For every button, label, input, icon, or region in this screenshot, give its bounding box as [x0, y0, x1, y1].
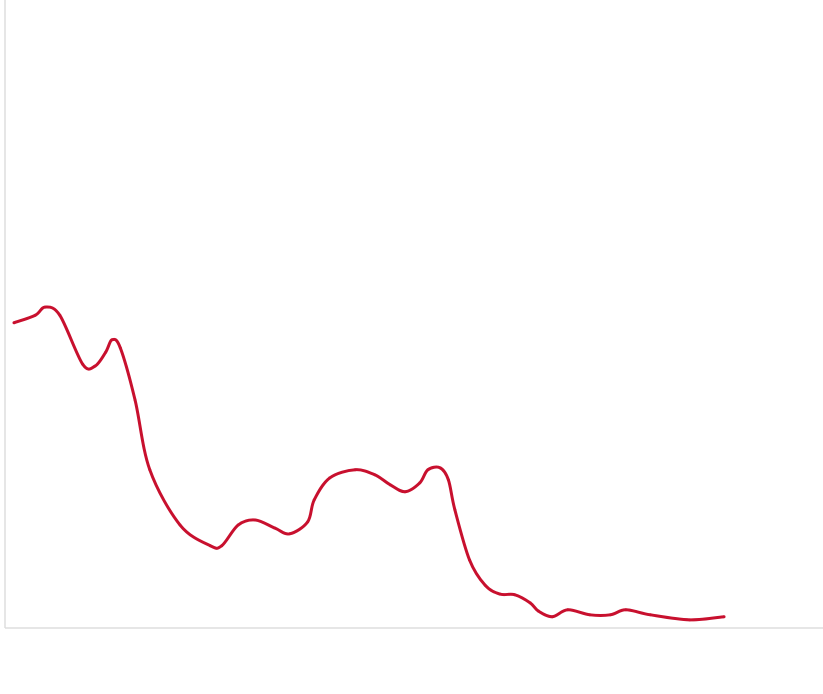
data-point	[273, 526, 277, 530]
data-point	[373, 473, 377, 477]
data-point	[468, 558, 472, 562]
data-point	[104, 350, 108, 354]
data-point	[353, 468, 357, 472]
data-point	[306, 520, 310, 524]
data-point	[528, 601, 532, 605]
data-point	[81, 362, 85, 366]
data-point	[688, 618, 692, 622]
data-point	[536, 609, 540, 613]
data-point	[498, 592, 502, 596]
data-point	[453, 508, 457, 512]
data-point	[513, 593, 517, 597]
data-point	[588, 613, 592, 617]
data-point	[403, 490, 407, 494]
data-point	[648, 613, 652, 617]
data-point	[328, 476, 332, 480]
data-point	[418, 481, 422, 485]
series-line	[13, 305, 725, 622]
data-point	[208, 544, 212, 548]
data-point	[388, 483, 392, 487]
data-point	[33, 313, 37, 317]
data-point	[118, 346, 122, 350]
data-point	[722, 615, 726, 619]
data-point	[624, 608, 628, 612]
data-point	[550, 615, 554, 619]
data-point	[608, 613, 612, 617]
data-point	[178, 523, 182, 527]
data-point	[43, 305, 47, 309]
data-point	[566, 608, 570, 612]
data-point	[426, 468, 430, 472]
data-point	[148, 468, 152, 472]
data-point	[438, 466, 442, 470]
data-point	[253, 518, 257, 522]
data-point	[288, 532, 292, 536]
data-point	[93, 364, 97, 368]
data-point	[236, 523, 240, 527]
data-point	[58, 313, 62, 317]
data-point	[12, 321, 16, 325]
data-point	[312, 498, 316, 502]
data-point	[110, 338, 114, 342]
data-point	[220, 544, 224, 548]
data-point	[133, 398, 137, 402]
data-point	[483, 583, 487, 587]
data-point	[446, 478, 450, 482]
